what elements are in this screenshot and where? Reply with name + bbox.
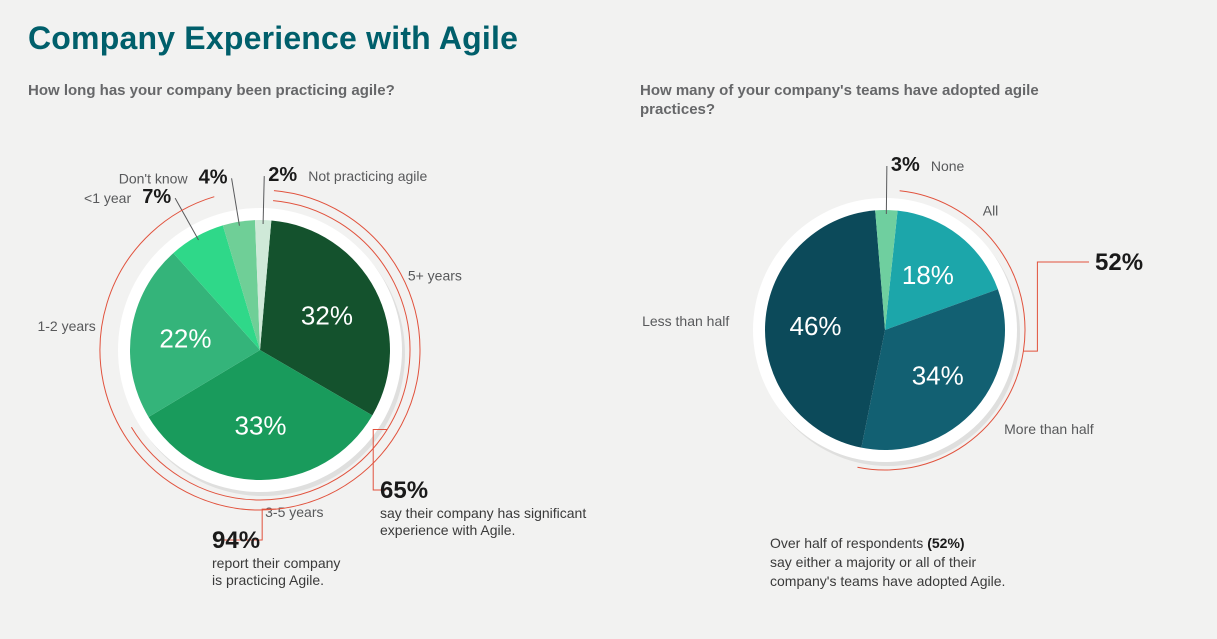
left-pie-ext-pct-4: 4% — [199, 166, 228, 188]
right-footnote-line-2: company's teams have adopted Agile. — [770, 573, 1005, 589]
charts-svg: 32% 33% 22% 7% <1 year 4% Don't know 2% Not prac… — [0, 0, 1217, 639]
left-pie-ext-label-3: <1 year — [84, 190, 131, 206]
right-pie-slice-pct-0: 18% — [902, 260, 954, 290]
left-pie-ext-pct-5: 2% — [268, 164, 297, 186]
right-pie-leader-3 — [886, 166, 887, 214]
left-pie-callout-line-1-1: is practicing Agile. — [212, 572, 324, 588]
right-pie-outer-label-0: All — [983, 202, 999, 218]
left-pie-ext-label-5: Not practicing agile — [308, 168, 427, 184]
right-pie-ext-label-3: None — [931, 158, 965, 174]
left-pie-callout-big-1: 94% — [212, 527, 260, 554]
right-footnote-line-0: Over half of respondents (52%) — [770, 535, 965, 551]
left-pie-callout-line-0-0: say their company has significant — [380, 505, 586, 521]
left-pie-slice-pct-0: 32% — [301, 300, 353, 330]
right-pie-outer-label-2: Less than half — [642, 313, 729, 329]
left-pie-slice-pct-2: 22% — [159, 324, 211, 354]
right-pie-callout-big-0: 52% — [1095, 249, 1143, 276]
right-pie-outer-label-1: More than half — [1004, 421, 1094, 437]
right-pie-slice-pct-1: 34% — [912, 360, 964, 390]
left-pie-callout-big-0: 65% — [380, 477, 428, 504]
left-pie-outer-label-0: 5+ years — [408, 267, 462, 283]
right-pie-bracket-elbow-0 — [1023, 262, 1089, 351]
left-pie-callout-line-0-1: experience with Agile. — [380, 522, 515, 538]
right-footnote-line-1: say either a majority or all of their — [770, 554, 977, 570]
right-pie-slice-pct-2: 46% — [789, 311, 841, 341]
left-pie-slice-pct-1: 33% — [235, 410, 287, 440]
left-pie-ext-pct-3: 7% — [142, 186, 171, 208]
right-pie-ext-pct-3: 3% — [891, 154, 920, 176]
left-pie-callout-line-1-0: report their company — [212, 555, 340, 571]
left-pie-outer-label-2: 1-2 years — [37, 318, 95, 334]
left-pie-ext-label-4: Don't know — [119, 170, 189, 186]
